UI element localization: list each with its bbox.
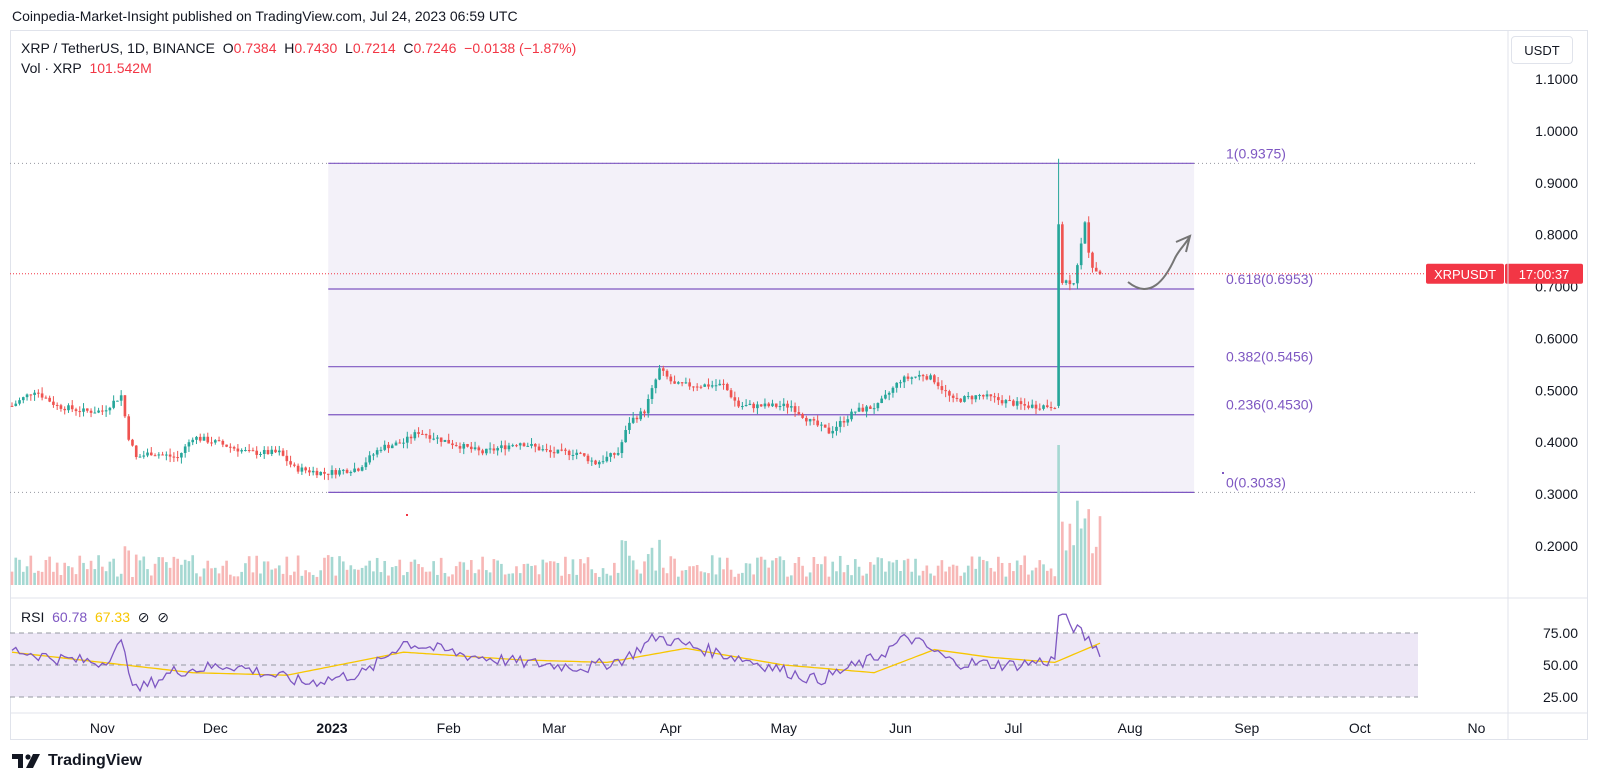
volume-legend: Vol · XRP 101.542M <box>21 60 152 76</box>
low-value: 0.7214 <box>352 40 396 56</box>
open-value: 0.7384 <box>233 40 277 56</box>
symbol-legend: XRP / TetherUS, 1D, BINANCE O0.7384 H0.7… <box>21 40 577 56</box>
rsi-label: RSI <box>21 609 45 625</box>
volume-value: 101.542M <box>89 60 152 76</box>
rsi-legend: RSI 60.78 67.33 ⊘ ⊘ <box>21 609 169 626</box>
close-value: 0.7246 <box>413 40 457 56</box>
chart-frame <box>10 30 1588 740</box>
visibility-icon[interactable]: ⊘ <box>157 609 170 625</box>
currency-button[interactable]: USDT <box>1511 36 1573 64</box>
tradingview-footer: TradingView <box>12 752 142 770</box>
high-value: 0.7430 <box>294 40 338 56</box>
rsi-value: 60.78 <box>52 609 88 625</box>
change-value: −0.0138 (−1.87%) <box>464 40 577 56</box>
rsi-ma-value: 67.33 <box>94 609 130 625</box>
publish-caption: Coinpedia-Market-Insight published on Tr… <box>12 8 518 24</box>
footer-logo-text: TradingView <box>48 752 142 769</box>
symbol-name[interactable]: XRP / TetherUS, 1D, BINANCE <box>21 40 215 56</box>
visibility-icon[interactable]: ⊘ <box>137 609 150 625</box>
tradingview-logo-icon <box>12 754 40 768</box>
